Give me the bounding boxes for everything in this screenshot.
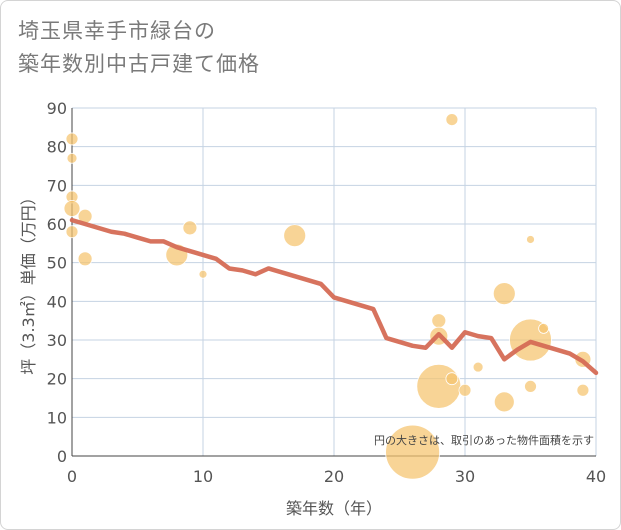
chart-title: 埼玉県幸手市緑台の 築年数別中古戸建て価格 <box>18 15 260 81</box>
x-tick-label: 30 <box>455 467 475 486</box>
data-bubble <box>472 361 484 373</box>
data-bubble <box>538 322 549 334</box>
x-tick-label: 10 <box>193 467 213 486</box>
data-bubble <box>524 379 537 393</box>
chart-title-line1: 埼玉県幸手市緑台の <box>18 19 216 43</box>
data-bubble <box>576 383 590 397</box>
y-tick-label: 90 <box>47 99 67 118</box>
data-bubble <box>385 424 441 480</box>
data-bubble <box>182 220 198 236</box>
data-bubble <box>526 235 535 244</box>
y-tick-label: 10 <box>47 408 67 427</box>
data-bubble <box>416 363 462 409</box>
data-bubble <box>283 224 307 248</box>
data-bubble <box>77 251 93 267</box>
data-bubble <box>445 372 459 386</box>
data-bubble <box>445 113 459 126</box>
data-bubble <box>63 200 81 217</box>
y-tick-label: 60 <box>47 215 67 234</box>
data-bubble <box>431 313 447 329</box>
trend-line <box>69 217 599 376</box>
y-tick-label: 20 <box>47 370 67 389</box>
y-tick-label: 30 <box>47 331 67 350</box>
y-tick-label: 0 <box>57 447 67 466</box>
bubble-size-note: 円の大きさは、取引のあった物件面積を示す <box>374 433 594 447</box>
y-tick-label: 70 <box>47 176 67 195</box>
data-bubble <box>66 152 78 164</box>
data-bubble <box>493 391 515 413</box>
y-axis-label: 坪（3.3㎡）単価（万円） <box>19 189 38 374</box>
y-tick-label: 80 <box>47 138 67 157</box>
data-bubble <box>492 282 516 306</box>
x-tick-label: 0 <box>67 467 77 486</box>
x-tick-label: 20 <box>324 467 344 486</box>
chart-title-line2: 築年数別中古戸建て価格 <box>18 52 260 76</box>
x-axis-label: 築年数（年） <box>286 499 382 518</box>
data-bubble <box>198 269 208 279</box>
x-tick-label: 40 <box>586 467 606 486</box>
y-tick-label: 50 <box>47 254 67 273</box>
y-tick-label: 40 <box>47 292 67 311</box>
data-bubble <box>458 383 472 397</box>
data-bubble <box>65 132 79 146</box>
data-bubble <box>65 225 79 239</box>
